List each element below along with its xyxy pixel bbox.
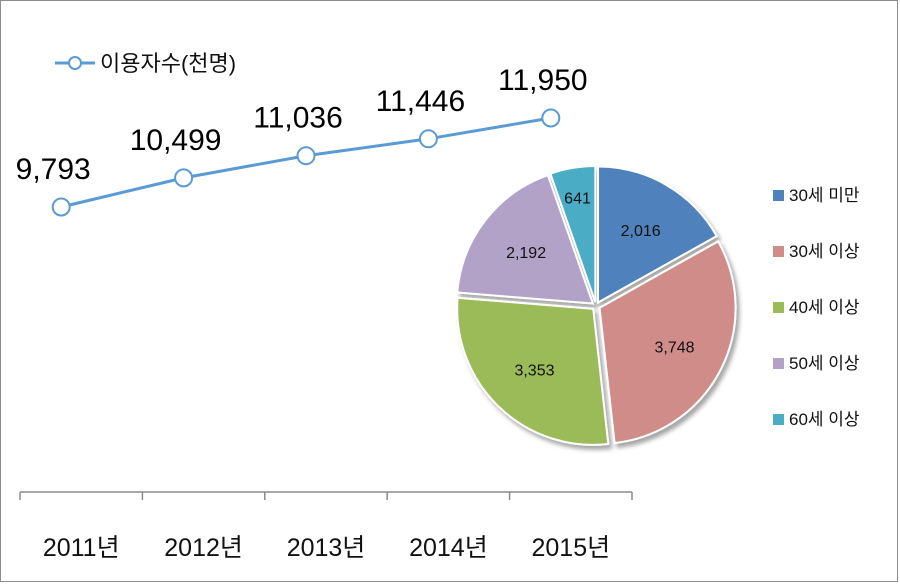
pie-legend: 30세 미만 30세 이상 40세 이상 50세 이상 60세 이상: [773, 186, 860, 429]
pie-legend-swatch: [773, 414, 784, 425]
line-point: [418, 129, 438, 149]
line-data-label: 10,499: [130, 124, 222, 157]
x-tick-label: 2014년: [409, 534, 488, 562]
line-data-label: 11,446: [376, 85, 466, 118]
line-point: [296, 146, 316, 166]
pie-data-label: 3,748: [655, 339, 695, 356]
pie-slice: [597, 165, 719, 305]
pie-chart: [456, 165, 737, 446]
pie-legend-label: 30세 미만: [789, 186, 860, 205]
pie-labels: 2,016 3,748 3,353 2,192 641: [506, 190, 695, 379]
pie-slice: [456, 296, 610, 446]
pie-legend-label: 50세 이상: [789, 354, 860, 373]
line-legend-label: 이용자수(천명): [100, 51, 236, 76]
pie-legend-swatch: [773, 302, 784, 313]
pie-legend-swatch: [773, 358, 784, 369]
line-data-label: 11,036: [253, 102, 343, 135]
pie-slice: [549, 165, 597, 303]
pie-data-label: 2,016: [621, 223, 661, 240]
pie-data-label: 3,353: [514, 362, 554, 379]
line-point: [541, 108, 561, 128]
pie-legend-label: 60세 이상: [789, 410, 860, 429]
pie-data-label: 641: [564, 190, 591, 207]
line-point: [51, 197, 71, 217]
line-point: [174, 168, 194, 188]
x-tick-label: 2012년: [164, 534, 243, 562]
pie-legend-label: 40세 이상: [789, 298, 860, 317]
x-tick-label: 2015년: [531, 534, 610, 562]
line-data-label: 11,950: [498, 64, 588, 97]
line-legend: 이용자수(천명): [55, 51, 236, 76]
pie-legend-swatch: [773, 246, 784, 257]
pie-slice: [598, 239, 737, 445]
pie-slice: [456, 173, 595, 305]
pie-legend-label: 30세 이상: [789, 242, 860, 261]
pie-data-label: 2,192: [506, 245, 546, 262]
line-series: 9,793 10,499 11,036 11,446 11,950: [16, 64, 588, 217]
x-tick-label: 2013년: [287, 534, 366, 562]
line-legend-marker: [68, 56, 82, 70]
line-data-label: 9,793: [16, 153, 91, 186]
x-axis: 2011년 2012년 2013년 2014년 2015년: [19, 491, 633, 562]
x-tick-label: 2011년: [43, 534, 120, 562]
pie-legend-swatch: [773, 190, 784, 201]
